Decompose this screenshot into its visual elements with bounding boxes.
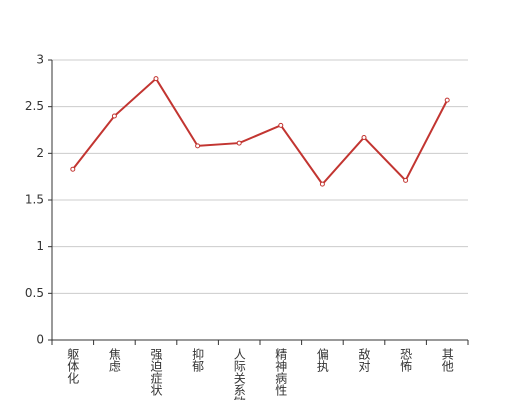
x-tick-label: 恐怖	[399, 348, 413, 372]
point	[111, 113, 117, 119]
x-tick-label: 抑郁	[191, 347, 205, 373]
y-tick-label: 3	[36, 53, 44, 67]
point	[278, 122, 284, 128]
x-tick-label: 偏执	[315, 347, 329, 373]
point	[444, 97, 450, 103]
y-tick-label: 2	[36, 146, 44, 160]
x-tick-label: 强迫症状	[149, 348, 163, 396]
x-tick-label: 躯体化	[66, 347, 80, 385]
point	[70, 166, 76, 172]
x-tick-label: 人际关系敏感	[232, 348, 246, 400]
y-tick-label: 0.5	[25, 286, 44, 300]
point	[195, 143, 201, 149]
line	[72, 77, 449, 186]
x-tick-label: 敌对	[357, 347, 371, 372]
point	[236, 140, 242, 146]
point	[153, 76, 159, 82]
x-tick-label: 其他	[440, 348, 454, 372]
y-tick-label: 1.5	[25, 193, 44, 207]
y-tick-label: 2.5	[25, 99, 44, 113]
x-tick-label: 焦虑	[107, 348, 121, 372]
point	[403, 177, 409, 183]
point	[319, 181, 325, 187]
x-tick-label: 精神病性	[274, 348, 288, 397]
y-tick-label: 0	[36, 333, 44, 347]
point	[361, 134, 367, 140]
y-tick-label: 1	[36, 239, 44, 253]
